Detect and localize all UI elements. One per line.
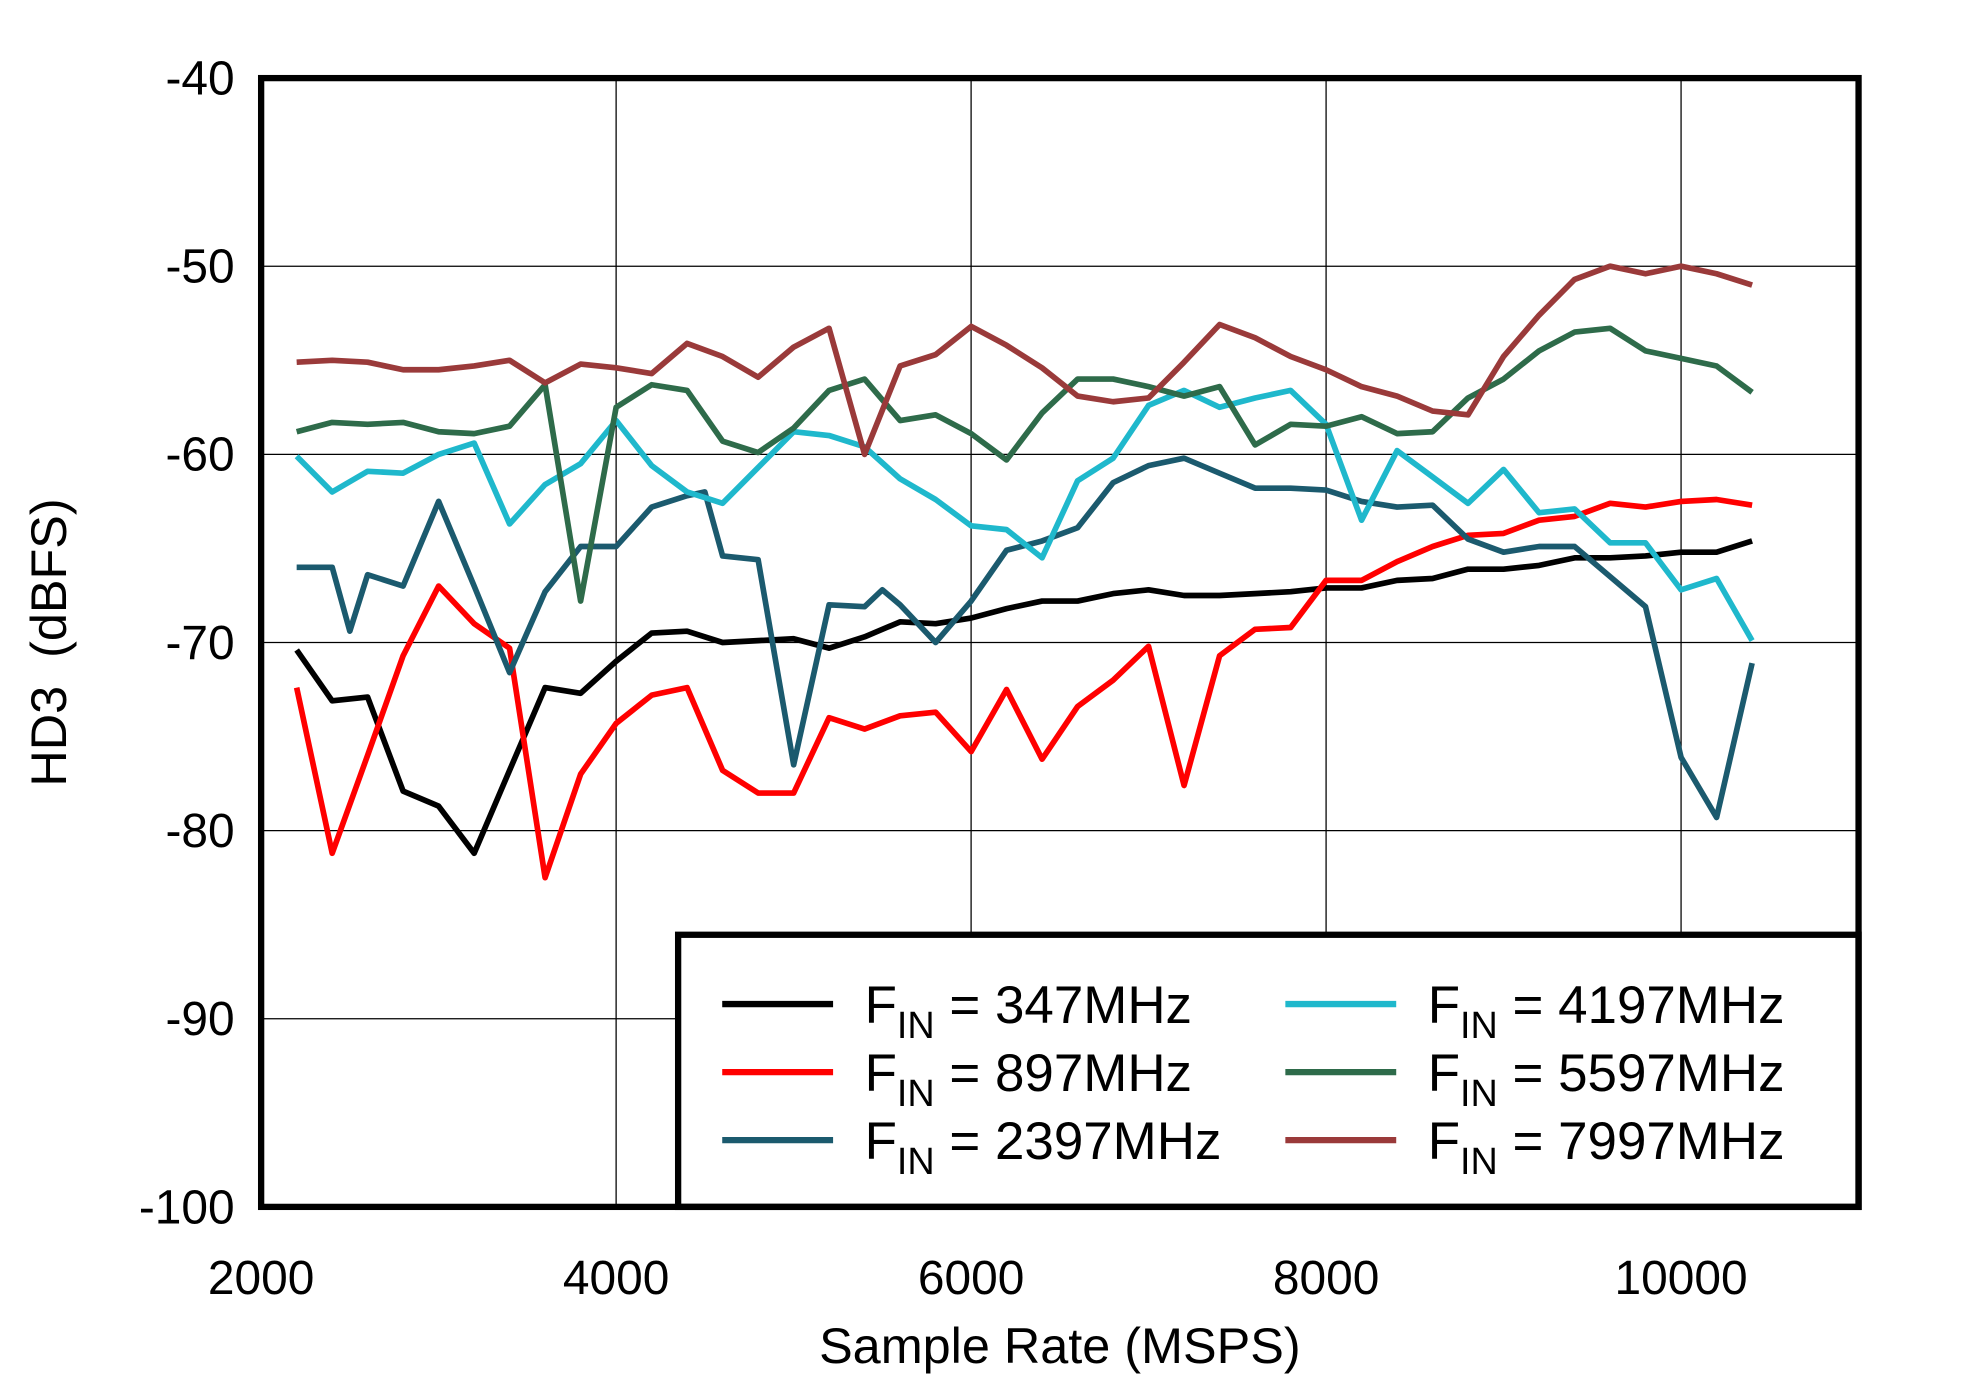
x-tick-label: 4000 <box>563 1252 669 1305</box>
legend-label-subscript: IN <box>897 1141 935 1183</box>
x-tick-label: 6000 <box>918 1252 1024 1305</box>
x-axis-label: Sample Rate (MSPS) <box>819 1317 1301 1374</box>
legend-label-prefix: F <box>1428 1044 1460 1103</box>
legend-label-suffix: = 2397MHz <box>935 1112 1222 1171</box>
y-tick-label: -60 <box>166 429 235 482</box>
legend-label-subscript: IN <box>1460 1005 1498 1047</box>
legend-label: FIN = 5597MHz <box>1428 1044 1785 1115</box>
legend-label-suffix: = 347MHz <box>935 976 1192 1035</box>
legend-label: FIN = 897MHz <box>865 1044 1192 1115</box>
legend-label: FIN = 4197MHz <box>1428 976 1785 1047</box>
y-tick-label: -70 <box>166 617 235 670</box>
series-line-5 <box>296 263 1753 458</box>
y-tick-label: -90 <box>166 993 235 1046</box>
series-lines <box>293 263 1755 881</box>
legend-label-subscript: IN <box>897 1073 935 1115</box>
legend-label-subscript: IN <box>1460 1073 1498 1115</box>
y-tick-label: -50 <box>166 241 235 294</box>
x-tick-labels: 2000 4000 6000 8000 10000 <box>208 1252 1748 1305</box>
legend-label-prefix: F <box>865 976 897 1035</box>
legend-box <box>674 931 1862 1211</box>
legend-label-suffix: = 4197MHz <box>1498 976 1785 1035</box>
series-line-2 <box>296 455 1755 821</box>
x-tick-label: 8000 <box>1273 1252 1379 1305</box>
legend-label: FIN = 347MHz <box>865 976 1192 1047</box>
y-axis-label: HD3 (dBFS) <box>20 498 77 786</box>
series-line-1 <box>293 496 1753 881</box>
legend-label-prefix: F <box>865 1044 897 1103</box>
legend-label-suffix: = 5597MHz <box>1498 1044 1785 1103</box>
legend-label-subscript: IN <box>897 1005 935 1047</box>
legend-label-suffix: = 7997MHz <box>1498 1112 1785 1171</box>
y-tick-label: -80 <box>166 805 235 858</box>
legend-label-prefix: F <box>865 1112 897 1171</box>
x-tick-label: 2000 <box>208 1252 314 1305</box>
x-tick-label: 10000 <box>1615 1252 1748 1305</box>
y-tick-label: -40 <box>166 52 235 105</box>
legend-label-suffix: = 897MHz <box>935 1044 1192 1103</box>
legend-label: FIN = 2397MHz <box>865 1112 1222 1183</box>
legend-label-subscript: IN <box>1460 1141 1498 1183</box>
legend-label: FIN = 7997MHz <box>1428 1112 1785 1183</box>
plot-frame <box>257 74 1862 1211</box>
legend-label-prefix: F <box>1428 976 1460 1035</box>
y-tick-labels: -40 -50 -60 -70 -80 -90 -100 <box>139 52 235 1234</box>
y-tick-label: -100 <box>139 1181 235 1234</box>
series-line-3 <box>294 387 1755 643</box>
series-line-4 <box>295 325 1754 604</box>
series-line-0 <box>294 538 1753 857</box>
legend-label-prefix: F <box>1428 1112 1460 1171</box>
